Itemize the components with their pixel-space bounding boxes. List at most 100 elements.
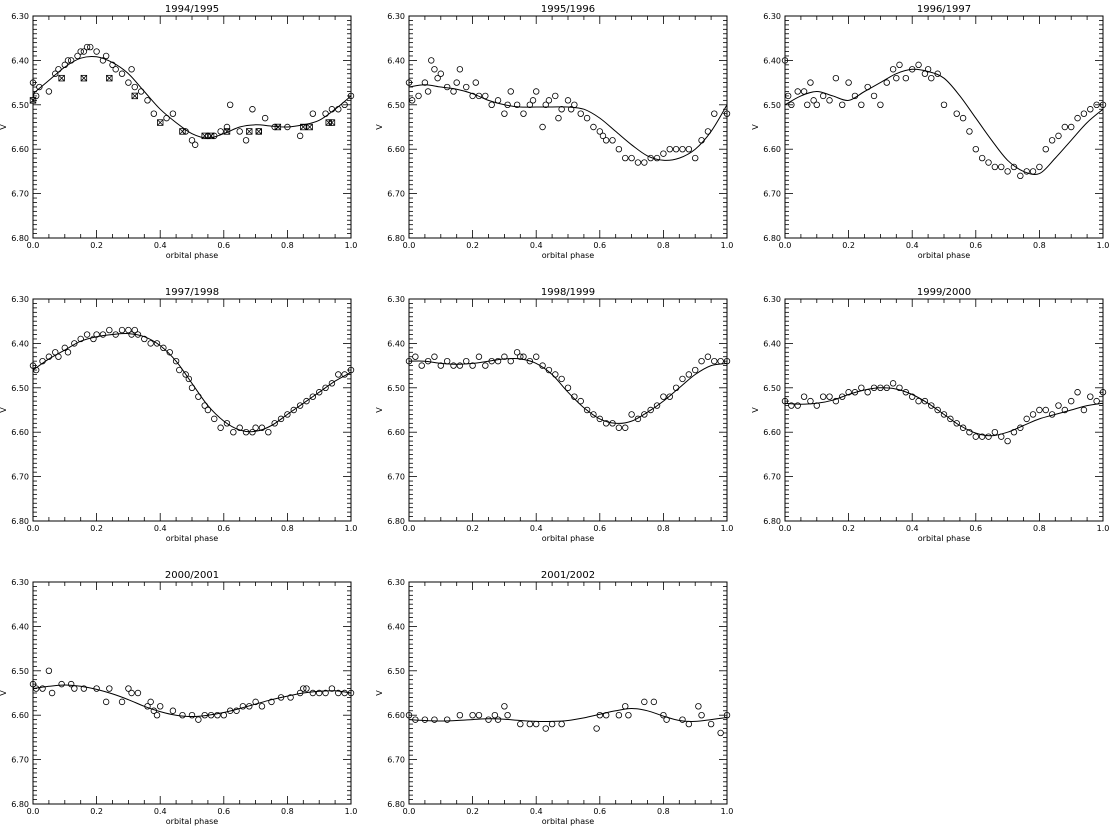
data-point xyxy=(1010,163,1018,171)
square-marker xyxy=(306,123,313,131)
data-point xyxy=(864,83,871,91)
plot-frame xyxy=(784,15,1104,239)
y-tick-label: 6.40 xyxy=(11,339,29,348)
data-point xyxy=(615,424,623,431)
data-point xyxy=(564,384,572,391)
data-point xyxy=(1080,406,1088,414)
y-tick-label: 6.50 xyxy=(763,384,781,393)
data-point xyxy=(230,429,237,436)
x-axis-label: orbital phase xyxy=(166,817,219,826)
data-point xyxy=(456,66,464,73)
data-point xyxy=(1055,132,1062,140)
data-point xyxy=(412,353,419,360)
data-point xyxy=(475,92,483,100)
data-point xyxy=(596,128,603,135)
y-tick-label: 6.30 xyxy=(763,12,781,21)
data-point xyxy=(268,698,275,706)
data-point xyxy=(810,97,817,104)
data-point xyxy=(252,424,259,431)
y-axis-label: V xyxy=(375,124,384,130)
square-marker-cross xyxy=(246,128,253,135)
square-data-point xyxy=(80,74,88,82)
data-point xyxy=(1093,101,1100,108)
x-tick-label: 0.4 xyxy=(154,524,167,533)
data-point xyxy=(723,357,731,365)
y-tick-label: 6.40 xyxy=(387,56,405,65)
fit-curve xyxy=(32,333,352,433)
data-point xyxy=(934,406,941,414)
square-marker-cross xyxy=(274,123,281,131)
data-point xyxy=(1017,172,1024,180)
square-marker xyxy=(223,128,231,135)
data-point xyxy=(672,384,680,391)
square-marker-cross xyxy=(306,123,313,131)
data-point xyxy=(577,110,584,117)
data-point xyxy=(781,57,789,64)
data-point xyxy=(966,128,973,135)
data-point xyxy=(590,123,597,131)
data-point xyxy=(58,680,65,688)
y-tick-label: 6.30 xyxy=(11,12,29,21)
x-tick-label: 0.0 xyxy=(27,241,40,250)
data-point xyxy=(698,712,705,719)
data-point xyxy=(71,685,78,692)
data-point xyxy=(1074,389,1081,396)
data-point xyxy=(1023,168,1030,175)
data-point xyxy=(83,43,91,51)
data-point xyxy=(991,429,999,436)
y-tick-label: 6.30 xyxy=(387,295,405,304)
data-point xyxy=(236,128,243,135)
data-point xyxy=(347,689,355,697)
data-point xyxy=(517,353,524,360)
square-data-point xyxy=(207,132,215,140)
x-tick-label: 0.2 xyxy=(466,524,479,533)
data-point xyxy=(176,366,183,374)
data-point xyxy=(316,689,323,697)
data-point xyxy=(1029,411,1037,418)
y-tick-label: 6.80 xyxy=(763,234,781,243)
data-point xyxy=(52,70,59,77)
data-point xyxy=(583,406,591,414)
square-marker xyxy=(131,92,138,100)
square-marker-cross xyxy=(58,75,65,82)
data-point xyxy=(456,712,464,719)
data-point xyxy=(412,716,419,723)
x-tick-label: 0.2 xyxy=(842,524,855,533)
x-tick-label: 0.0 xyxy=(27,524,40,533)
data-point xyxy=(625,712,632,719)
data-point xyxy=(1061,123,1069,131)
data-point xyxy=(602,712,610,719)
square-data-point xyxy=(223,128,231,135)
data-point xyxy=(723,110,731,117)
y-axis-label: V xyxy=(375,407,384,413)
data-point xyxy=(125,326,132,334)
square-marker-cross xyxy=(80,75,87,82)
data-point xyxy=(526,720,534,728)
data-point xyxy=(533,353,540,360)
y-tick-label: 6.40 xyxy=(387,339,405,348)
data-point xyxy=(277,694,285,701)
data-point xyxy=(1042,406,1049,414)
data-point xyxy=(641,411,648,418)
data-point xyxy=(405,357,413,365)
y-tick-label: 6.60 xyxy=(763,145,781,154)
data-point xyxy=(52,349,59,356)
panel-title: 1998/1999 xyxy=(541,287,595,298)
data-point xyxy=(548,720,556,728)
data-point xyxy=(520,110,527,117)
data-point xyxy=(953,420,960,427)
data-point xyxy=(109,61,116,69)
data-point xyxy=(928,74,935,82)
data-point xyxy=(93,48,100,55)
y-tick-label: 6.70 xyxy=(387,473,405,482)
data-point xyxy=(437,70,444,77)
square-marker xyxy=(29,97,37,104)
data-point xyxy=(265,429,272,436)
data-point xyxy=(628,411,635,418)
square-data-point xyxy=(201,132,208,140)
data-point xyxy=(915,61,922,69)
data-point xyxy=(953,110,960,117)
data-point xyxy=(150,110,158,117)
data-point xyxy=(552,371,559,378)
data-point xyxy=(32,366,40,374)
